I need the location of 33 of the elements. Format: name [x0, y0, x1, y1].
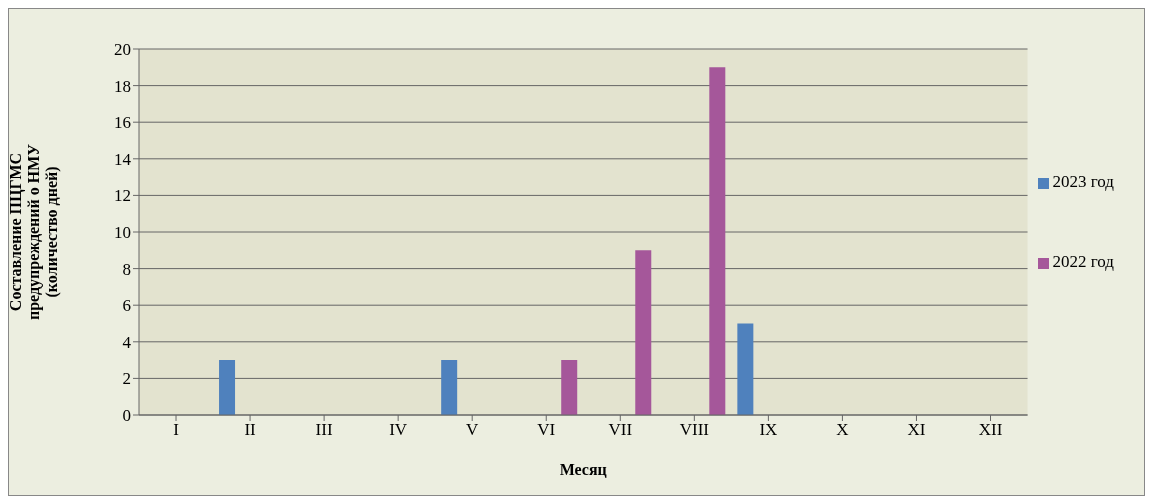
y-tick-label: 12 — [114, 186, 131, 206]
y-tick-label: 10 — [114, 223, 131, 243]
bar — [441, 360, 458, 415]
y-axis-title: Составление ПЦГМС предупреждений о НМУ (количество дней) — [7, 143, 61, 321]
bar — [737, 323, 754, 415]
y-tick-label: 6 — [122, 296, 131, 316]
legend-label: 2023 год — [1052, 172, 1114, 192]
bar — [561, 360, 578, 415]
y-tick-label: 18 — [114, 76, 131, 96]
y-tick-label: 2 — [122, 369, 131, 389]
x-tick-label: XII — [978, 420, 1003, 440]
x-tick-label: XI — [907, 420, 926, 440]
x-tick-label: III — [315, 420, 333, 440]
y-tick-label: 14 — [114, 149, 132, 169]
x-tick-label: VIII — [679, 420, 710, 440]
y-tick-label: 8 — [122, 259, 131, 279]
x-tick-label: X — [836, 420, 849, 440]
bar — [709, 67, 726, 415]
bar — [635, 250, 652, 415]
x-tick-label: IX — [759, 420, 778, 440]
legend-label: 2022 год — [1052, 252, 1114, 272]
x-tick-label: IV — [389, 420, 408, 440]
y-tick-label: 0 — [122, 406, 131, 426]
x-tick-label: VI — [537, 420, 556, 440]
x-axis-title: Месяц — [559, 461, 607, 478]
y-tick-label: 20 — [114, 40, 131, 60]
y-tick-label: 16 — [114, 113, 131, 133]
x-tick-label: VII — [608, 420, 633, 440]
x-tick-label: V — [466, 420, 480, 440]
y-tick-label: 4 — [122, 332, 132, 352]
x-tick-label: I — [173, 420, 180, 440]
bar — [219, 360, 236, 415]
x-tick-label: II — [244, 420, 257, 440]
